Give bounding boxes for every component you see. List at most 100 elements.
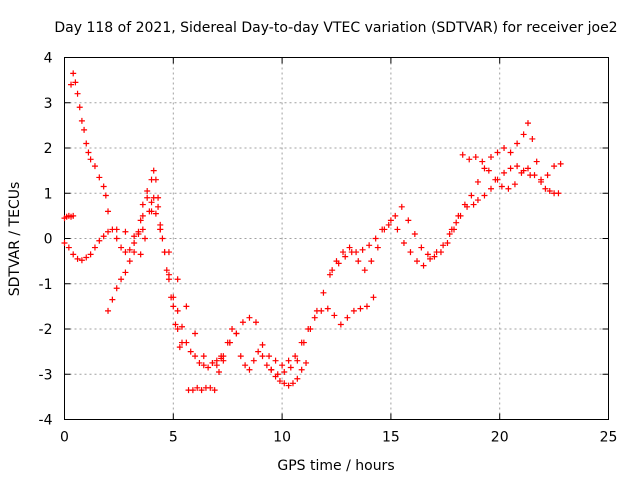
- data-point: [494, 176, 501, 183]
- data-point: [285, 357, 292, 364]
- data-point: [105, 307, 112, 314]
- data-point: [329, 267, 336, 274]
- data-point: [342, 253, 349, 260]
- data-point: [294, 375, 301, 382]
- data-point: [100, 183, 107, 190]
- data-point: [148, 199, 155, 206]
- data-point: [192, 330, 199, 337]
- y-tick-label: 4: [44, 51, 53, 67]
- y-axis-title: SDTVAR / TECUs: [7, 182, 23, 297]
- data-point: [298, 366, 305, 373]
- data-point: [424, 251, 431, 258]
- data-point: [557, 160, 564, 167]
- y-tick-label: 0: [44, 232, 53, 248]
- data-point: [524, 120, 531, 127]
- data-point: [420, 262, 427, 269]
- data-point: [514, 140, 521, 147]
- series-arc-k: [459, 151, 564, 192]
- data-point: [152, 176, 159, 183]
- data-point: [179, 339, 186, 346]
- data-point: [266, 353, 273, 360]
- data-point: [455, 212, 462, 219]
- data-point: [113, 285, 120, 292]
- data-point: [555, 190, 562, 197]
- series-arc-c: [68, 70, 225, 371]
- data-point: [448, 226, 455, 233]
- data-point: [324, 305, 331, 312]
- y-tick-labels: -4 -3 -2 -1 0 1 2 3 4: [39, 51, 53, 429]
- data-point: [142, 235, 149, 242]
- data-point: [368, 258, 375, 265]
- data-point: [70, 212, 77, 219]
- data-point: [200, 353, 207, 360]
- data-point: [168, 294, 175, 301]
- data-point: [350, 307, 357, 314]
- data-point: [444, 240, 451, 247]
- data-point: [187, 348, 194, 355]
- data-point: [246, 366, 253, 373]
- data-point: [198, 387, 205, 394]
- data-point: [507, 165, 514, 172]
- data-point: [272, 357, 279, 364]
- data-point: [109, 296, 116, 303]
- data-point: [237, 353, 244, 360]
- data-point: [139, 201, 146, 208]
- x-tick-label: 5: [169, 430, 178, 446]
- data-point: [285, 382, 292, 389]
- data-point: [385, 221, 392, 228]
- data-point: [307, 326, 314, 332]
- data-point: [300, 339, 307, 346]
- data-point: [122, 228, 129, 235]
- data-point: [366, 242, 373, 249]
- series-arc-j: [448, 120, 562, 233]
- data-point: [179, 323, 186, 330]
- series-arc-i: [329, 217, 460, 274]
- data-point: [361, 267, 368, 274]
- data-point: [487, 154, 494, 161]
- data-point: [514, 163, 521, 170]
- data-point: [252, 319, 259, 326]
- data-point: [466, 156, 473, 163]
- data-point: [122, 269, 129, 276]
- data-point: [501, 145, 508, 151]
- data-point: [118, 244, 125, 251]
- data-point: [113, 235, 120, 242]
- data-point: [346, 244, 353, 251]
- data-point: [174, 326, 181, 332]
- data-point: [472, 154, 479, 161]
- data-point: [68, 81, 75, 88]
- data-point: [209, 359, 216, 366]
- data-point: [498, 183, 505, 190]
- data-point: [100, 233, 107, 240]
- data-point: [78, 257, 85, 264]
- data-point: [355, 258, 362, 265]
- data-point: [172, 321, 179, 328]
- data-point: [501, 169, 508, 176]
- data-point: [453, 219, 460, 226]
- data-point: [461, 201, 468, 208]
- chart-title: Day 118 of 2021, Sidereal Day-to-day VTE…: [54, 20, 617, 36]
- data-point: [544, 172, 551, 179]
- data-point: [335, 260, 342, 267]
- data-point: [192, 353, 199, 360]
- data-point: [161, 249, 168, 256]
- data-point: [152, 210, 159, 217]
- data-point: [131, 240, 138, 247]
- data-point: [418, 244, 425, 251]
- data-point: [274, 371, 281, 378]
- series-arc-b: [61, 208, 233, 366]
- series-arc-h: [268, 201, 477, 378]
- data-point: [137, 217, 144, 224]
- data-point: [155, 203, 162, 210]
- data-point: [259, 341, 266, 348]
- data-point: [74, 255, 81, 262]
- data-point: [405, 217, 412, 224]
- data-point: [220, 353, 227, 360]
- data-point: [542, 185, 549, 192]
- data-point: [259, 353, 266, 360]
- data-point: [207, 384, 214, 391]
- data-point: [538, 178, 545, 185]
- data-point: [411, 230, 418, 237]
- data-point: [65, 244, 72, 251]
